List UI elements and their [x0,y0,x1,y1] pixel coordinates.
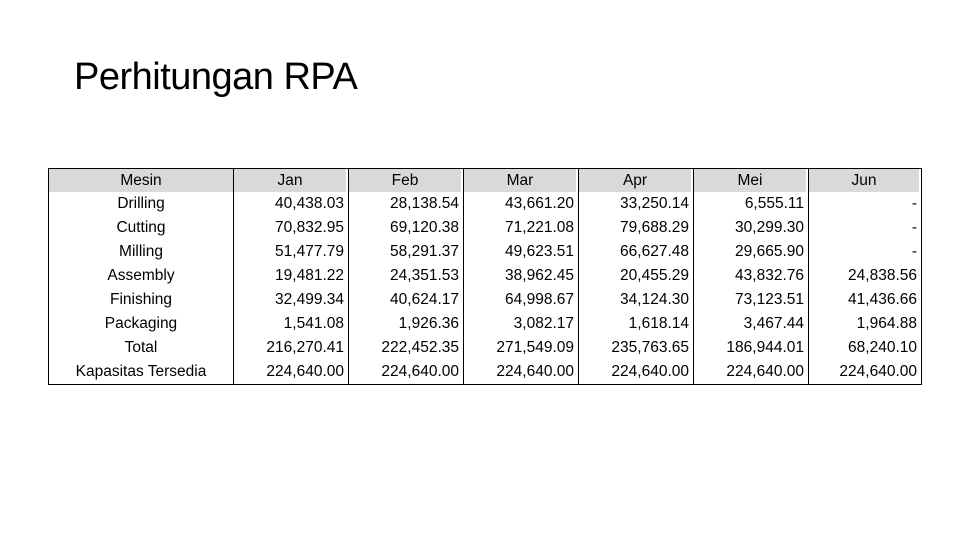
table-cell: 222,452.35 [381,339,459,356]
table-cell: 20,455.29 [620,267,689,284]
column-header-mei: Mei [694,169,806,192]
table-cell: 51,477.79 [275,243,344,260]
table-cell: 224,640.00 [839,363,917,380]
table-cell: 1,618.14 [628,315,689,332]
table-cell: 1,926.36 [398,315,459,332]
table-cell: 30,299.30 [735,219,804,236]
table-cell: 3,467.44 [743,315,804,332]
table-cell: 6,555.11 [744,195,804,212]
table-cell: 43,832.76 [735,267,804,284]
table-cell: 66,627.48 [620,243,689,260]
table-cell: 40,624.17 [390,291,459,308]
table-cell: 19,481.22 [275,267,344,284]
column-header-jun: Jun [809,169,919,192]
table-cell: 186,944.01 [726,339,804,356]
row-label-packaging: Packaging [104,315,178,332]
table-cell: 224,640.00 [611,363,689,380]
row-label-cutting: Cutting [116,219,166,236]
table-cell: 49,623.51 [505,243,574,260]
month-column-feb: Feb 28,138.54 69,120.38 58,291.37 24,351… [348,168,464,385]
machine-column: Mesin Drilling Cutting Milling Assembly … [48,168,234,385]
table-cell: 1,541.08 [283,315,344,332]
table-cell: 58,291.37 [390,243,459,260]
row-label-finishing: Finishing [109,291,173,308]
table-cell: 69,120.38 [390,219,459,236]
column-header-mesin: Mesin [49,169,233,192]
table-cell: 271,549.09 [496,339,574,356]
table-cell: 24,351.53 [390,267,459,284]
table-cell: 64,998.67 [505,291,574,308]
month-column-apr: Apr 33,250.14 79,688.29 66,627.48 20,455… [578,168,694,385]
table-cell: 38,962.45 [505,267,574,284]
table-cell: 24,838.56 [848,267,917,284]
month-column-mar: Mar 43,661.20 71,221.08 49,623.51 38,962… [463,168,579,385]
row-label-total: Total [124,339,158,356]
table-cell: - [911,219,917,236]
table-cell: 216,270.41 [266,339,344,356]
column-header-mar: Mar [464,169,576,192]
table-cell: 41,436.66 [848,291,917,308]
table-cell: 3,082.17 [513,315,574,332]
page-title: Perhitungan RPA [74,56,358,98]
table-cell: 43,661.20 [505,195,574,212]
row-label-milling: Milling [119,243,163,260]
column-header-jan: Jan [234,169,346,192]
table-cell: - [911,195,917,212]
table-cell: 73,123.51 [735,291,804,308]
table-cell: 40,438.03 [275,195,344,212]
month-column-mei: Mei 6,555.11 30,299.30 29,665.90 43,832.… [693,168,809,385]
row-label-assembly: Assembly [107,267,175,284]
table-cell: 32,499.34 [275,291,344,308]
row-label-kapasitas-tersedia: Kapasitas Tersedia [75,363,207,380]
table-cell: 34,124.30 [620,291,689,308]
table-cell: 224,640.00 [381,363,459,380]
table-cell: 28,138.54 [390,195,459,212]
table-cell: 224,640.00 [266,363,344,380]
table-cell: 224,640.00 [496,363,574,380]
rpa-table: Mesin Drilling Cutting Milling Assembly … [48,168,922,385]
month-column-jun: Jun - - - 24,838.56 41,436.66 1,964.88 6… [808,168,922,385]
table-cell: 29,665.90 [735,243,804,260]
table-cell: 68,240.10 [848,339,917,356]
table-cell: 70,832.95 [275,219,344,236]
column-header-apr: Apr [579,169,691,192]
table-cell: 33,250.14 [620,195,689,212]
row-label-drilling: Drilling [117,195,165,212]
table-cell: 235,763.65 [611,339,689,356]
table-cell: - [911,243,917,260]
column-header-feb: Feb [349,169,461,192]
table-cell: 79,688.29 [620,219,689,236]
month-column-jan: Jan 40,438.03 70,832.95 51,477.79 19,481… [233,168,349,385]
table-cell: 71,221.08 [505,219,574,236]
table-cell: 224,640.00 [726,363,804,380]
table-cell: 1,964.88 [856,315,917,332]
